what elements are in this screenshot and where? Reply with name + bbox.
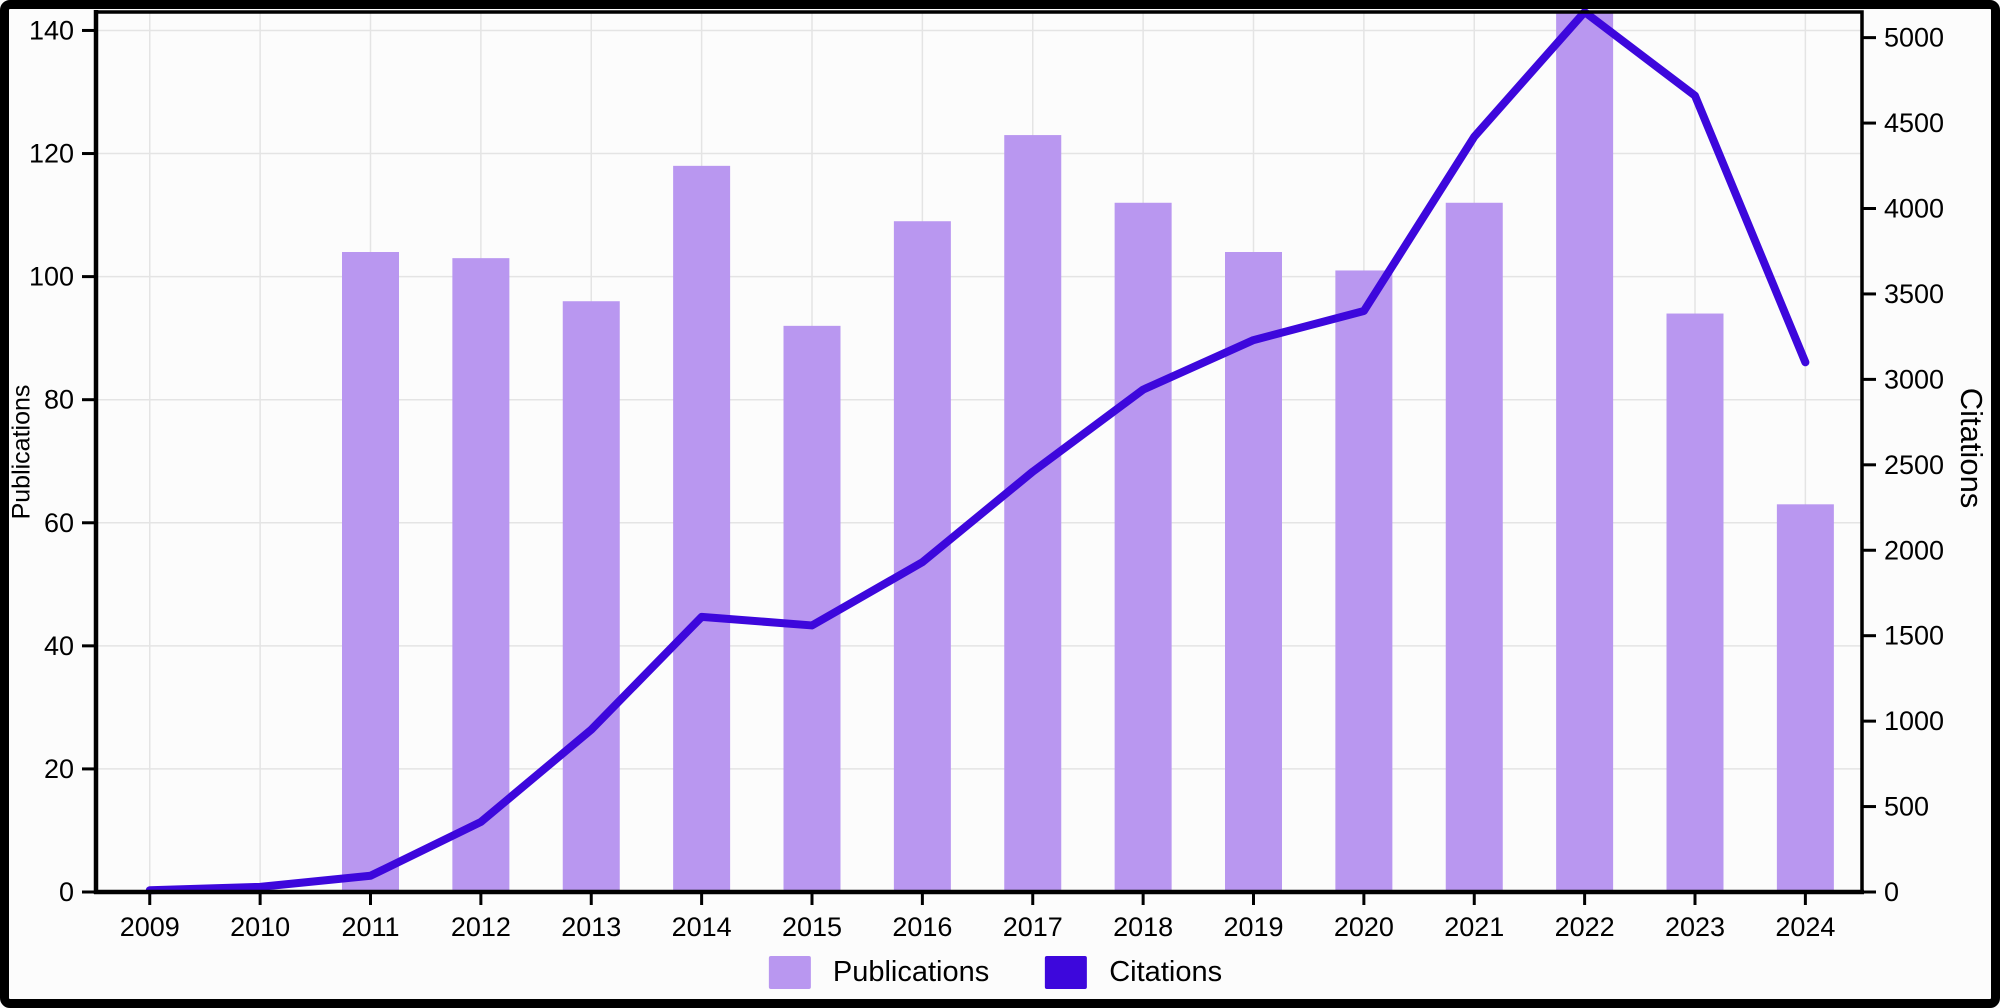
right-axis-tick-label: 1500	[1884, 621, 1944, 651]
legend-label-publications: Publications	[832, 956, 990, 988]
bar-2020	[1335, 270, 1393, 892]
x-axis-tick-label: 2024	[1775, 912, 1835, 942]
x-axis-tick-label: 2018	[1113, 912, 1173, 942]
x-axis-tick-label: 2020	[1334, 912, 1394, 942]
right-axis-tick-label: 4000	[1884, 194, 1944, 224]
right-axis-title: Citations	[1954, 387, 1989, 509]
x-axis-tick-label: 2023	[1665, 912, 1725, 942]
legend-label-citations: Citations	[1109, 956, 1223, 988]
left-axis-tick-label: 40	[44, 631, 74, 661]
bar-2015	[783, 325, 841, 892]
right-axis-tick-label: 0	[1884, 877, 1899, 907]
bar-2012	[452, 258, 510, 893]
left-axis-title: Publications	[7, 384, 36, 520]
tick-marks	[82, 28, 1876, 905]
left-axis-tick-label: 100	[29, 262, 74, 292]
x-axis-tick-label: 2014	[672, 912, 732, 942]
x-axis-tick-label: 2019	[1223, 912, 1283, 942]
citations-line	[145, 8, 1810, 895]
right-axis-tick-label: 2500	[1884, 450, 1944, 480]
right-axis-tick-label: 3000	[1884, 364, 1944, 394]
x-axis-tick-label: 2012	[451, 912, 511, 942]
x-axis-tick-label: 2016	[892, 912, 952, 942]
right-axis-tick-label: 5000	[1884, 23, 1944, 53]
legend-item-citations: Citations	[1045, 956, 1222, 989]
left-axis-tick-label: 140	[29, 15, 74, 45]
bar-2013	[562, 301, 620, 892]
bar-2023	[1666, 313, 1724, 892]
legend-item-publications: Publications	[768, 956, 990, 989]
right-axis-tick-label: 2000	[1884, 535, 1944, 565]
x-axis-tick-label: 2021	[1444, 912, 1504, 942]
left-axis-tick-label: 20	[44, 754, 74, 784]
left-axis-tick-label: 0	[59, 877, 74, 907]
publications-swatch-icon	[768, 956, 811, 989]
bar-2018	[1114, 202, 1172, 892]
right-axis-tick-label: 4500	[1884, 108, 1944, 138]
bar-2016	[893, 221, 951, 892]
bar-2022	[1556, 12, 1614, 892]
bar-2021	[1445, 202, 1503, 892]
left-axis-tick-label: 80	[44, 385, 74, 415]
bar-2017	[1004, 135, 1062, 893]
x-axis-tick-label: 2010	[230, 912, 290, 942]
legend: Publications Citations	[768, 956, 1222, 989]
x-axis-tick-label: 2017	[1003, 912, 1063, 942]
x-axis-tick-label: 2013	[561, 912, 621, 942]
bar-2014	[673, 165, 731, 892]
tick-labels: 0 20 40 60 80 100 120 140 0 500 1000 1500 2000 2500 30…	[29, 15, 1944, 942]
bars-publications	[342, 12, 1834, 893]
x-axis-tick-label: 2009	[120, 912, 180, 942]
citations-swatch-icon	[1045, 956, 1088, 989]
left-axis-tick-label: 60	[44, 508, 74, 538]
x-axis-tick-label: 2022	[1555, 912, 1615, 942]
right-axis-tick-label: 3500	[1884, 279, 1944, 309]
bar-2019	[1225, 252, 1283, 892]
x-axis-tick-label: 2015	[782, 912, 842, 942]
axes	[93, 10, 1864, 895]
right-axis-tick-label: 500	[1884, 792, 1929, 822]
bar-2011	[342, 252, 400, 892]
right-axis-tick-label: 1000	[1884, 706, 1944, 736]
x-axis-tick-label: 2011	[341, 912, 399, 942]
left-axis-tick-label: 120	[29, 139, 74, 169]
bar-2024	[1776, 504, 1834, 892]
